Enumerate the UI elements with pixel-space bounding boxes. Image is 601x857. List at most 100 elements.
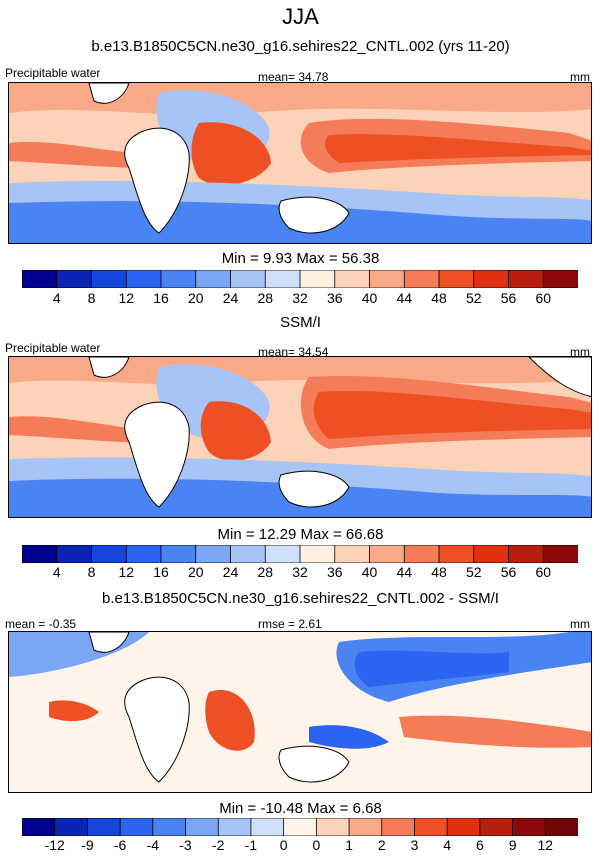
panel-1-colorbar-box [230, 270, 266, 288]
panel-2-australia-outline [278, 470, 350, 508]
panel-1-colorbar-box [264, 270, 301, 288]
panel-2-colorbar-tick: 44 [396, 564, 413, 580]
panel-2-map [8, 356, 592, 518]
panel-1-europe-outline [88, 83, 130, 104]
panel-3-colorbar-tick: 6 [475, 837, 484, 853]
panel-1-colorbar-box [195, 270, 232, 288]
panel-3-europe-outline [88, 632, 130, 653]
panel-3-colorbar-box [119, 818, 154, 836]
panel-1-colorbar-box [334, 270, 371, 288]
panel-2-colorbar-ticks: 4 8 12 16 20 24 28 32 36 40 44 48 52 56 60 [22, 564, 578, 580]
panel-3-minmax: Min = -10.48 Max = 6.68 [219, 800, 382, 817]
panel-3-colorbar-box [414, 818, 448, 836]
panel-1-colorbar-box [369, 270, 405, 288]
panel-1-colorbar-tick: 16 [153, 290, 169, 306]
panel-2-colorbar-box [91, 545, 127, 563]
panel-2-atlantic-itcz [9, 416, 139, 443]
panel-3-colorbar-tick: 0 [279, 837, 288, 853]
panel-2-colorbar-tick: 16 [153, 564, 169, 580]
panel-1-variable-label: Precipitable water [5, 66, 101, 80]
panel-3-colorbar-box [54, 818, 89, 836]
panel-3-colorbar-tick: 12 [537, 837, 554, 853]
panel-1-warmpool-core [324, 134, 591, 163]
panel-1-colorbar-box [125, 270, 162, 288]
panel-2-colorbar [22, 545, 578, 563]
panel-2-title: SSM/I [280, 314, 321, 331]
panel-3-colorbar-box [250, 818, 285, 836]
panel-3-map [8, 631, 592, 793]
panel-3-colorbar-box [348, 818, 383, 836]
panel-1-colorbar-tick: 48 [431, 290, 447, 306]
panel-2-colorbar-box [22, 545, 58, 563]
panel-2-colorbar-tick: 52 [466, 564, 482, 580]
panel-3-colorbar-tick: -3 [179, 837, 192, 853]
panel-2-colorbar-box [473, 545, 510, 563]
panel-2-colorbar-box [160, 545, 197, 563]
panel-1-colorbar-box [22, 270, 58, 288]
panel-1-colorbar-tick: 40 [361, 290, 378, 306]
panel-1-colorbar-tick: 36 [327, 290, 343, 306]
season-title: JJA [282, 4, 319, 29]
panel-2-variable-label: Precipitable water [5, 341, 101, 355]
panel-3-units: mm [570, 617, 590, 631]
panel-1-colorbar-tick: 28 [257, 290, 274, 306]
panel-3-colorbar-tick: 3 [410, 837, 419, 853]
panel-2-colorbar-svg [22, 545, 578, 563]
panel-3-colorbar-tick: -12 [44, 837, 65, 853]
panel-2-warmpool-core [313, 391, 591, 439]
panel-1-minmax: Min = 9.93 Max = 56.38 [221, 250, 380, 267]
panel-2-colorbar-box [542, 545, 578, 563]
panel-2-colorbar-box [334, 545, 371, 563]
panel-3-wpac-dry-core [354, 650, 509, 687]
panel-1-colorbar-tick: 44 [396, 290, 413, 306]
panel-3-colorbar-box [315, 818, 350, 836]
panel-3-colorbar-box [283, 818, 318, 836]
panel-1-map [8, 82, 592, 244]
panel-2-colorbar-tick: 24 [222, 564, 239, 580]
panel-1-colorbar-ticks: 4 8 12 16 20 24 28 32 36 40 44 48 52 56 60 [22, 290, 578, 306]
panel-1-colorbar-box [438, 270, 475, 288]
panel-1-units: mm [570, 70, 590, 84]
panel-1-title: b.e13.B1850C5CN.ne30_g16.sehires22_CNTL.… [91, 38, 510, 55]
panel-1-colorbar-box [403, 270, 440, 288]
panel-2-europe-outline [88, 357, 130, 378]
panel-1-colorbar [22, 270, 578, 288]
panel-3-africa-outline [124, 676, 190, 783]
panel-2-mean: mean= 34.54 [258, 345, 329, 359]
panel-3-colorbar-box [22, 818, 56, 836]
panel-3-indian-moist [205, 690, 255, 751]
panel-1-colorbar-tick: 24 [222, 290, 239, 306]
panel-1-colorbar-box [56, 270, 93, 288]
panel-2-colorbar-tick: 4 [52, 564, 61, 580]
panel-1-colorbar-tick: 32 [292, 290, 308, 306]
panel-3-colorbar-tick: -4 [146, 837, 160, 853]
panel-1-colorbar-box [542, 270, 578, 288]
panel-2-minmax: Min = 12.29 Max = 66.68 [217, 526, 384, 543]
panel-1-colorbar-box [473, 270, 510, 288]
panel-1-colorbar-box [299, 270, 336, 288]
panel-3-colorbar-box [512, 818, 546, 836]
panel-3-rmse: rmse = 2.61 [258, 617, 322, 631]
panel-2-colorbar-box [56, 545, 93, 563]
panel-3-title: b.e13.B1850C5CN.ne30_g16.sehires22_CNTL.… [102, 590, 499, 607]
panel-3-colorbar-tick: -1 [244, 837, 258, 853]
panel-1-australia-outline [278, 196, 350, 234]
panel-2-colorbar-box [264, 545, 301, 563]
panel-3-colorbar-box [479, 818, 514, 836]
panel-2-colorbar-tick: 40 [361, 564, 378, 580]
panel-1-africa-outline [124, 127, 190, 234]
panel-1-colorbar-box [160, 270, 197, 288]
panel-2-colorbar-tick: 8 [87, 564, 96, 580]
panel-3-colorbar [22, 818, 578, 836]
panel-1-atlantic-itcz [9, 141, 139, 168]
panel-1-colorbar-svg [22, 270, 578, 288]
panel-2-colorbar-tick: 20 [188, 564, 204, 580]
panel-3-colorbar-svg [22, 818, 578, 836]
panel-3-colorbar-box [381, 818, 416, 836]
panel-3-colorbar-tick: 9 [508, 837, 517, 853]
panel-3-colorbar-tick: 1 [345, 837, 353, 853]
panel-1-colorbar-box [508, 270, 544, 288]
panel-2-units: mm [570, 345, 590, 359]
panel-3-colorbar-box [446, 818, 481, 836]
panel-2-colorbar-box [125, 545, 162, 563]
